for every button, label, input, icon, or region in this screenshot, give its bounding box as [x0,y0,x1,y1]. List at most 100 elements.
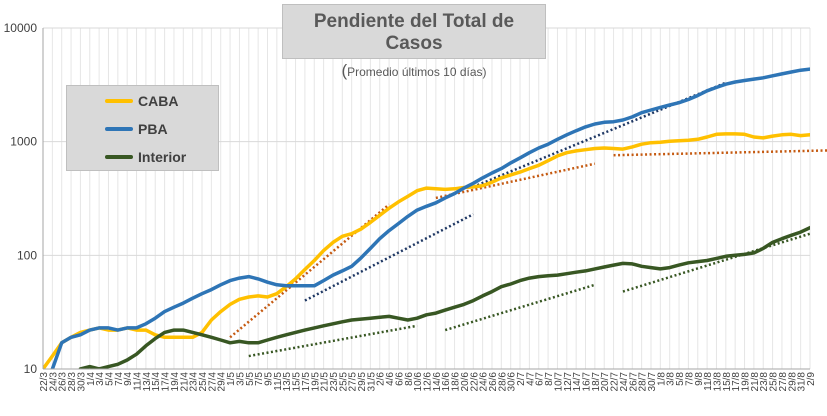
y-tick-label: 1000 [10,135,37,149]
x-tick-label: 22/6 [469,372,480,392]
x-tick-label: 15/5 [292,372,303,392]
trendline [435,162,596,200]
x-tick-label: 19/5 [310,372,321,392]
x-tick-label: 24/3 [48,372,59,392]
x-tick-label: 6/6 [394,372,405,386]
legend-label-pba: PBA [138,121,168,137]
x-tick-label: 24/7 [619,372,630,392]
x-tick-label: 29/8 [787,372,798,392]
x-tick-label: 1/8 [656,372,667,386]
x-tick-label: 18/6 [451,372,462,392]
x-tick-label: 13/8 [712,372,723,392]
x-tick-label: 29/5 [357,372,368,392]
x-tick-label: 28/6 [497,372,508,392]
x-tick-label: 8/6 [404,372,415,386]
x-tick-label: 3/5 [235,372,246,386]
series-line-pba [50,67,810,369]
x-tick-label: 27/4 [207,372,218,392]
x-tick-label: 23/8 [759,372,770,392]
chart-subtitle: (Promedio últimos 10 días) [283,61,545,81]
x-tick-label: 25/5 [338,372,349,392]
x-tick-label: 26/7 [628,372,639,392]
x-tick-label: 16/6 [441,372,452,392]
x-tick-label: 17/4 [161,372,172,392]
x-tick-label: 11/4 [133,372,144,391]
x-tick-label: 24/6 [479,372,490,392]
chart-title: Pendiente del Total de Casos [313,11,515,54]
x-tick-label: 7/5 [254,372,265,386]
y-tick-label: 100 [17,248,37,262]
x-tick-label: 13/5 [282,372,293,392]
x-tick-label: 14/6 [432,372,443,392]
x-tick-label: 28/3 [67,372,78,392]
x-tick-label: 1/5 [226,372,237,386]
x-tick-label: 23/5 [329,372,340,392]
x-tick-label: 7/8 [684,372,695,386]
x-tick-label: 21/8 [750,372,761,392]
x-tick-label: 25/8 [769,372,780,392]
x-tick-label: 9/4 [123,372,134,386]
trendline [304,213,474,302]
x-tick-label: 21/4 [179,372,190,392]
legend-item-pba: PBA [105,119,168,139]
x-tick-label: 1/4 [86,372,97,386]
x-tick-label: 6/7 [535,372,546,386]
x-tick-label: 9/5 [263,372,274,386]
x-tick-label: 27/8 [778,372,789,392]
x-tick-label: 4/6 [385,372,396,386]
y-tick-label: 10000 [4,21,38,35]
trendline [248,324,418,358]
x-tick-label: 2/9 [806,372,817,386]
x-tick-label: 12/6 [423,372,434,392]
x-tick-label: 9/8 [694,372,705,386]
x-tick-label: 29/4 [217,372,228,392]
x-tick-label: 28/7 [638,372,649,392]
x-tick-label: 27/5 [348,372,359,392]
trendline [622,232,811,293]
x-tick-label: 5/5 [245,372,256,386]
x-tick-label: 5/8 [675,372,686,386]
x-tick-label: 5/4 [104,372,115,386]
chart-title-box: Pendiente del Total de Casos (Promedio ú… [282,4,546,80]
x-tick-label: 31/5 [366,372,377,392]
x-tick-label: 15/4 [151,372,162,392]
series-line-interior [78,225,810,369]
legend: CABA PBA Interior [66,85,219,171]
x-tick-label: 11/8 [703,372,714,391]
x-tick-label: 3/4 [95,372,106,386]
x-tick-label: 15/8 [722,372,733,392]
x-tick-label: 23/4 [189,372,200,392]
x-tick-label: 22/3 [39,372,50,392]
trendline [613,149,827,157]
legend-label-caba: CABA [138,93,179,109]
x-tick-label: 25/4 [198,372,209,392]
x-tick-label: 11/5 [273,372,284,391]
x-tick-label: 19/4 [170,372,181,392]
chart-subtitle-text: Promedio últimos 10 días) [347,65,487,79]
series-line-caba [43,132,810,369]
x-tick-label: 18/7 [591,372,602,392]
legend-item-caba: CABA [105,91,178,111]
x-tick-label: 8/7 [544,372,555,386]
x-tick-label: 12/7 [563,372,574,392]
chart-subtitle-paren: ( [341,61,348,80]
x-tick-label: 14/7 [572,372,583,392]
x-tick-label: 22/7 [610,372,621,392]
x-tick-label: 4/7 [525,372,536,386]
x-tick-label: 2/6 [376,372,387,386]
x-tick-label: 30/7 [647,372,658,392]
x-tick-label: 10/6 [413,372,424,392]
x-tick-label: 16/7 [582,372,593,392]
x-tick-label: 10/7 [553,372,564,392]
x-tick-label: 26/6 [488,372,499,392]
trendline [444,283,596,332]
x-tick-label: 20/7 [600,372,611,392]
x-tick-label: 7/4 [114,372,125,386]
x-tick-label: 3/8 [666,372,677,386]
trendline [472,81,727,189]
x-tick-label: 17/5 [301,372,312,392]
x-tick-label: 26/3 [58,372,69,392]
legend-swatch-caba [105,99,133,103]
